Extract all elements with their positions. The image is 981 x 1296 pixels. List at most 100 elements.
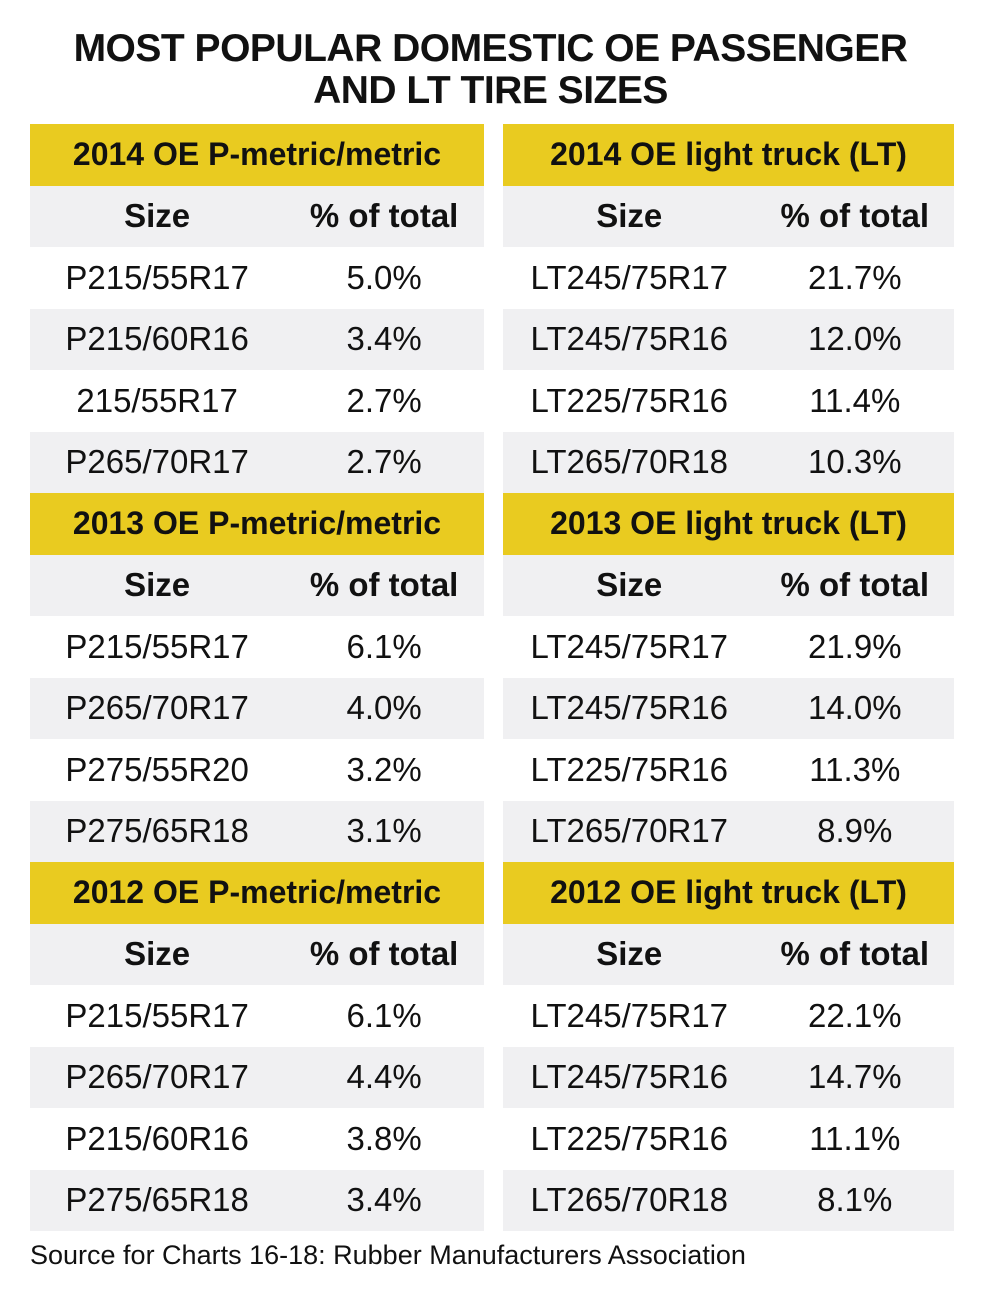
column-header-size: Size: [596, 935, 663, 973]
size-cell: LT225/75R16: [530, 750, 729, 788]
percent-cell: 6.1%: [346, 627, 422, 665]
table-row: P265/70R17 4.0%: [30, 677, 484, 739]
percent-cell: 4.4%: [346, 1058, 422, 1096]
size-cell: P215/55R17: [65, 627, 249, 665]
title-line-1: MOST POPULAR DOMESTIC OE PASSENGER: [73, 27, 908, 70]
size-cell: LT225/75R16: [530, 381, 729, 419]
table-row: 215/55R17 2.7%: [30, 370, 484, 432]
percent-cell: 5.0%: [346, 258, 422, 296]
size-cell: LT265/70R18: [530, 443, 729, 481]
percent-cell: 4.0%: [346, 689, 422, 727]
table-row: P265/70R17 4.4%: [30, 1046, 484, 1108]
size-cell: LT245/75R16: [530, 1058, 729, 1096]
percent-cell: 6.1%: [346, 996, 422, 1034]
column-header-size: Size: [124, 197, 191, 235]
tire-size-table: 2014 OE light truck (LT) Size % of total LT…: [503, 124, 954, 493]
table-row: LT225/75R16 11.3%: [503, 739, 954, 801]
table-title: 2013 OE P-metric/metric: [30, 493, 484, 555]
size-cell: LT245/75R17: [530, 996, 729, 1034]
column-header-percent: % of total: [780, 935, 929, 973]
table-row: LT265/70R17 8.9%: [503, 800, 954, 862]
table-row: P215/55R17 6.1%: [30, 616, 484, 678]
percent-cell: 11.4%: [809, 381, 901, 419]
percent-cell: 12.0%: [807, 320, 902, 358]
source-note: Source for Charts 16-18: Rubber Manufact…: [30, 1240, 746, 1270]
table-title: 2012 OE P-metric/metric: [30, 862, 484, 924]
column-header-row: Size % of total: [30, 185, 484, 247]
table-row: LT245/75R17 21.7%: [503, 247, 954, 309]
column-header-row: Size % of total: [30, 923, 484, 985]
percent-cell: 2.7%: [346, 443, 422, 481]
column-header-row: Size % of total: [503, 923, 954, 985]
size-cell: P215/60R16: [65, 1119, 249, 1157]
size-cell: P265/70R17: [65, 689, 249, 727]
column-header-size: Size: [124, 566, 191, 604]
percent-cell: 3.1%: [346, 812, 422, 850]
percent-cell: 21.7%: [807, 258, 902, 296]
tire-size-table: 2012 OE P-metric/metric Size % of total P21…: [30, 862, 484, 1231]
percent-cell: 2.7%: [346, 381, 422, 419]
table-row: LT245/75R16 14.0%: [503, 677, 954, 739]
size-cell: P215/60R16: [65, 320, 249, 358]
column-header-row: Size % of total: [30, 554, 484, 616]
table-row: P215/55R17 6.1%: [30, 985, 484, 1047]
column-header-percent: % of total: [780, 566, 929, 604]
tire-size-table: 2012 OE light truck (LT) Size % of total LT…: [503, 862, 954, 1231]
column-header-row: Size % of total: [503, 185, 954, 247]
percent-cell: 8.1%: [817, 1181, 893, 1219]
table-row: P275/65R18 3.4%: [30, 1169, 484, 1231]
size-cell: LT265/70R17: [530, 812, 729, 850]
table-title: 2014 OE light truck (LT): [503, 124, 954, 186]
size-cell: LT245/75R16: [530, 689, 729, 727]
column-header-size: Size: [596, 566, 663, 604]
tire-size-table: 2014 OE P-metric/metric Size % of total P21…: [30, 124, 484, 493]
size-cell: LT225/75R16: [530, 1119, 729, 1157]
table-row: LT265/70R18 10.3%: [503, 431, 954, 493]
size-cell: P215/55R17: [65, 258, 249, 296]
percent-cell: 11.1%: [809, 1119, 901, 1157]
table-row: LT245/75R16 14.7%: [503, 1046, 954, 1108]
column-header-percent: % of total: [309, 935, 459, 973]
percent-cell: 8.9%: [817, 812, 893, 850]
table-row: P275/55R20 3.2%: [30, 739, 484, 801]
table-row: P215/55R17 5.0%: [30, 247, 484, 309]
column-header-size: Size: [124, 935, 191, 973]
table-row: P275/65R18 3.1%: [30, 800, 484, 862]
size-cell: LT245/75R17: [530, 258, 729, 296]
size-cell: P265/70R17: [65, 443, 249, 481]
table-row: LT225/75R16 11.4%: [503, 370, 954, 432]
size-cell: P275/55R20: [65, 750, 249, 788]
percent-cell: 3.4%: [346, 1181, 422, 1219]
table-row: P215/60R16 3.8%: [30, 1108, 484, 1170]
size-cell: LT245/75R17: [530, 627, 729, 665]
page-title: MOST POPULAR DOMESTIC OE PASSENGER AND L…: [0, 28, 981, 112]
column-header-percent: % of total: [309, 566, 459, 604]
column-header-percent: % of total: [780, 197, 929, 235]
table-row: P215/60R16 3.4%: [30, 308, 484, 370]
tire-size-table: 2013 OE light truck (LT) Size % of total LT…: [503, 493, 954, 862]
size-cell: LT265/70R18: [530, 1181, 729, 1219]
table-row: LT245/75R17 22.1%: [503, 985, 954, 1047]
table-row: P265/70R17 2.7%: [30, 431, 484, 493]
column-header-row: Size % of total: [503, 554, 954, 616]
table-title: 2013 OE light truck (LT): [503, 493, 954, 555]
table-row: LT225/75R16 11.1%: [503, 1108, 954, 1170]
percent-cell: 21.9%: [807, 627, 902, 665]
size-cell: P275/65R18: [65, 812, 249, 850]
table-title: 2012 OE light truck (LT): [503, 862, 954, 924]
tire-size-table: 2013 OE P-metric/metric Size % of total P21…: [30, 493, 484, 862]
percent-cell: 3.2%: [346, 750, 422, 788]
column-header-percent: % of total: [309, 197, 459, 235]
table-title: 2014 OE P-metric/metric: [30, 124, 484, 186]
title-line-2: AND LT TIRE SIZES: [313, 69, 668, 112]
percent-cell: 10.3%: [807, 443, 902, 481]
size-cell: P275/65R18: [65, 1181, 249, 1219]
size-cell: P265/70R17: [65, 1058, 249, 1096]
percent-cell: 3.4%: [346, 320, 422, 358]
size-cell: 215/55R17: [76, 381, 238, 419]
table-row: LT245/75R17 21.9%: [503, 616, 954, 678]
percent-cell: 11.3%: [809, 750, 901, 788]
size-cell: P215/55R17: [65, 996, 249, 1034]
percent-cell: 14.7%: [807, 1058, 902, 1096]
percent-cell: 22.1%: [807, 996, 902, 1034]
